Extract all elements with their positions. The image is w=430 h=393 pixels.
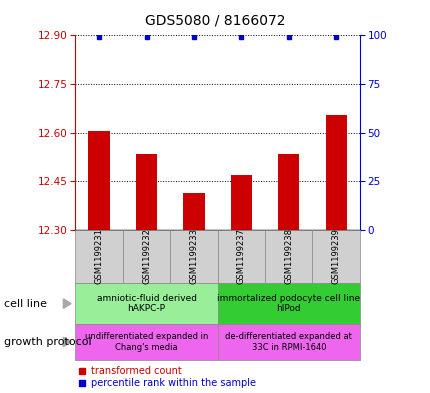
Text: percentile rank within the sample: percentile rank within the sample (90, 378, 255, 388)
Text: GSM1199231: GSM1199231 (95, 228, 103, 285)
Bar (183, 193, 204, 230)
Text: GDS5080 / 8166072: GDS5080 / 8166072 (145, 14, 285, 28)
Polygon shape (63, 299, 71, 308)
Text: GSM1199237: GSM1199237 (237, 228, 245, 285)
Text: GSM1199238: GSM1199238 (284, 228, 292, 285)
Text: transformed count: transformed count (90, 366, 181, 376)
Text: amniotic-fluid derived
hAKPC-P: amniotic-fluid derived hAKPC-P (96, 294, 196, 313)
Bar (135, 154, 157, 230)
Text: cell line: cell line (4, 299, 47, 309)
Bar (325, 115, 346, 230)
Text: growth protocol: growth protocol (4, 337, 92, 347)
Text: GSM1199239: GSM1199239 (331, 228, 340, 285)
Text: GSM1199233: GSM1199233 (189, 228, 198, 285)
Text: undifferentiated expanded in
Chang's media: undifferentiated expanded in Chang's med… (85, 332, 208, 352)
Bar (230, 175, 252, 230)
Text: immortalized podocyte cell line
hIPod: immortalized podocyte cell line hIPod (217, 294, 359, 313)
Bar (277, 154, 299, 230)
Text: GSM1199232: GSM1199232 (142, 228, 150, 285)
Polygon shape (63, 337, 71, 347)
Text: de-differentiated expanded at
33C in RPMI-1640: de-differentiated expanded at 33C in RPM… (225, 332, 351, 352)
Bar (88, 131, 110, 230)
